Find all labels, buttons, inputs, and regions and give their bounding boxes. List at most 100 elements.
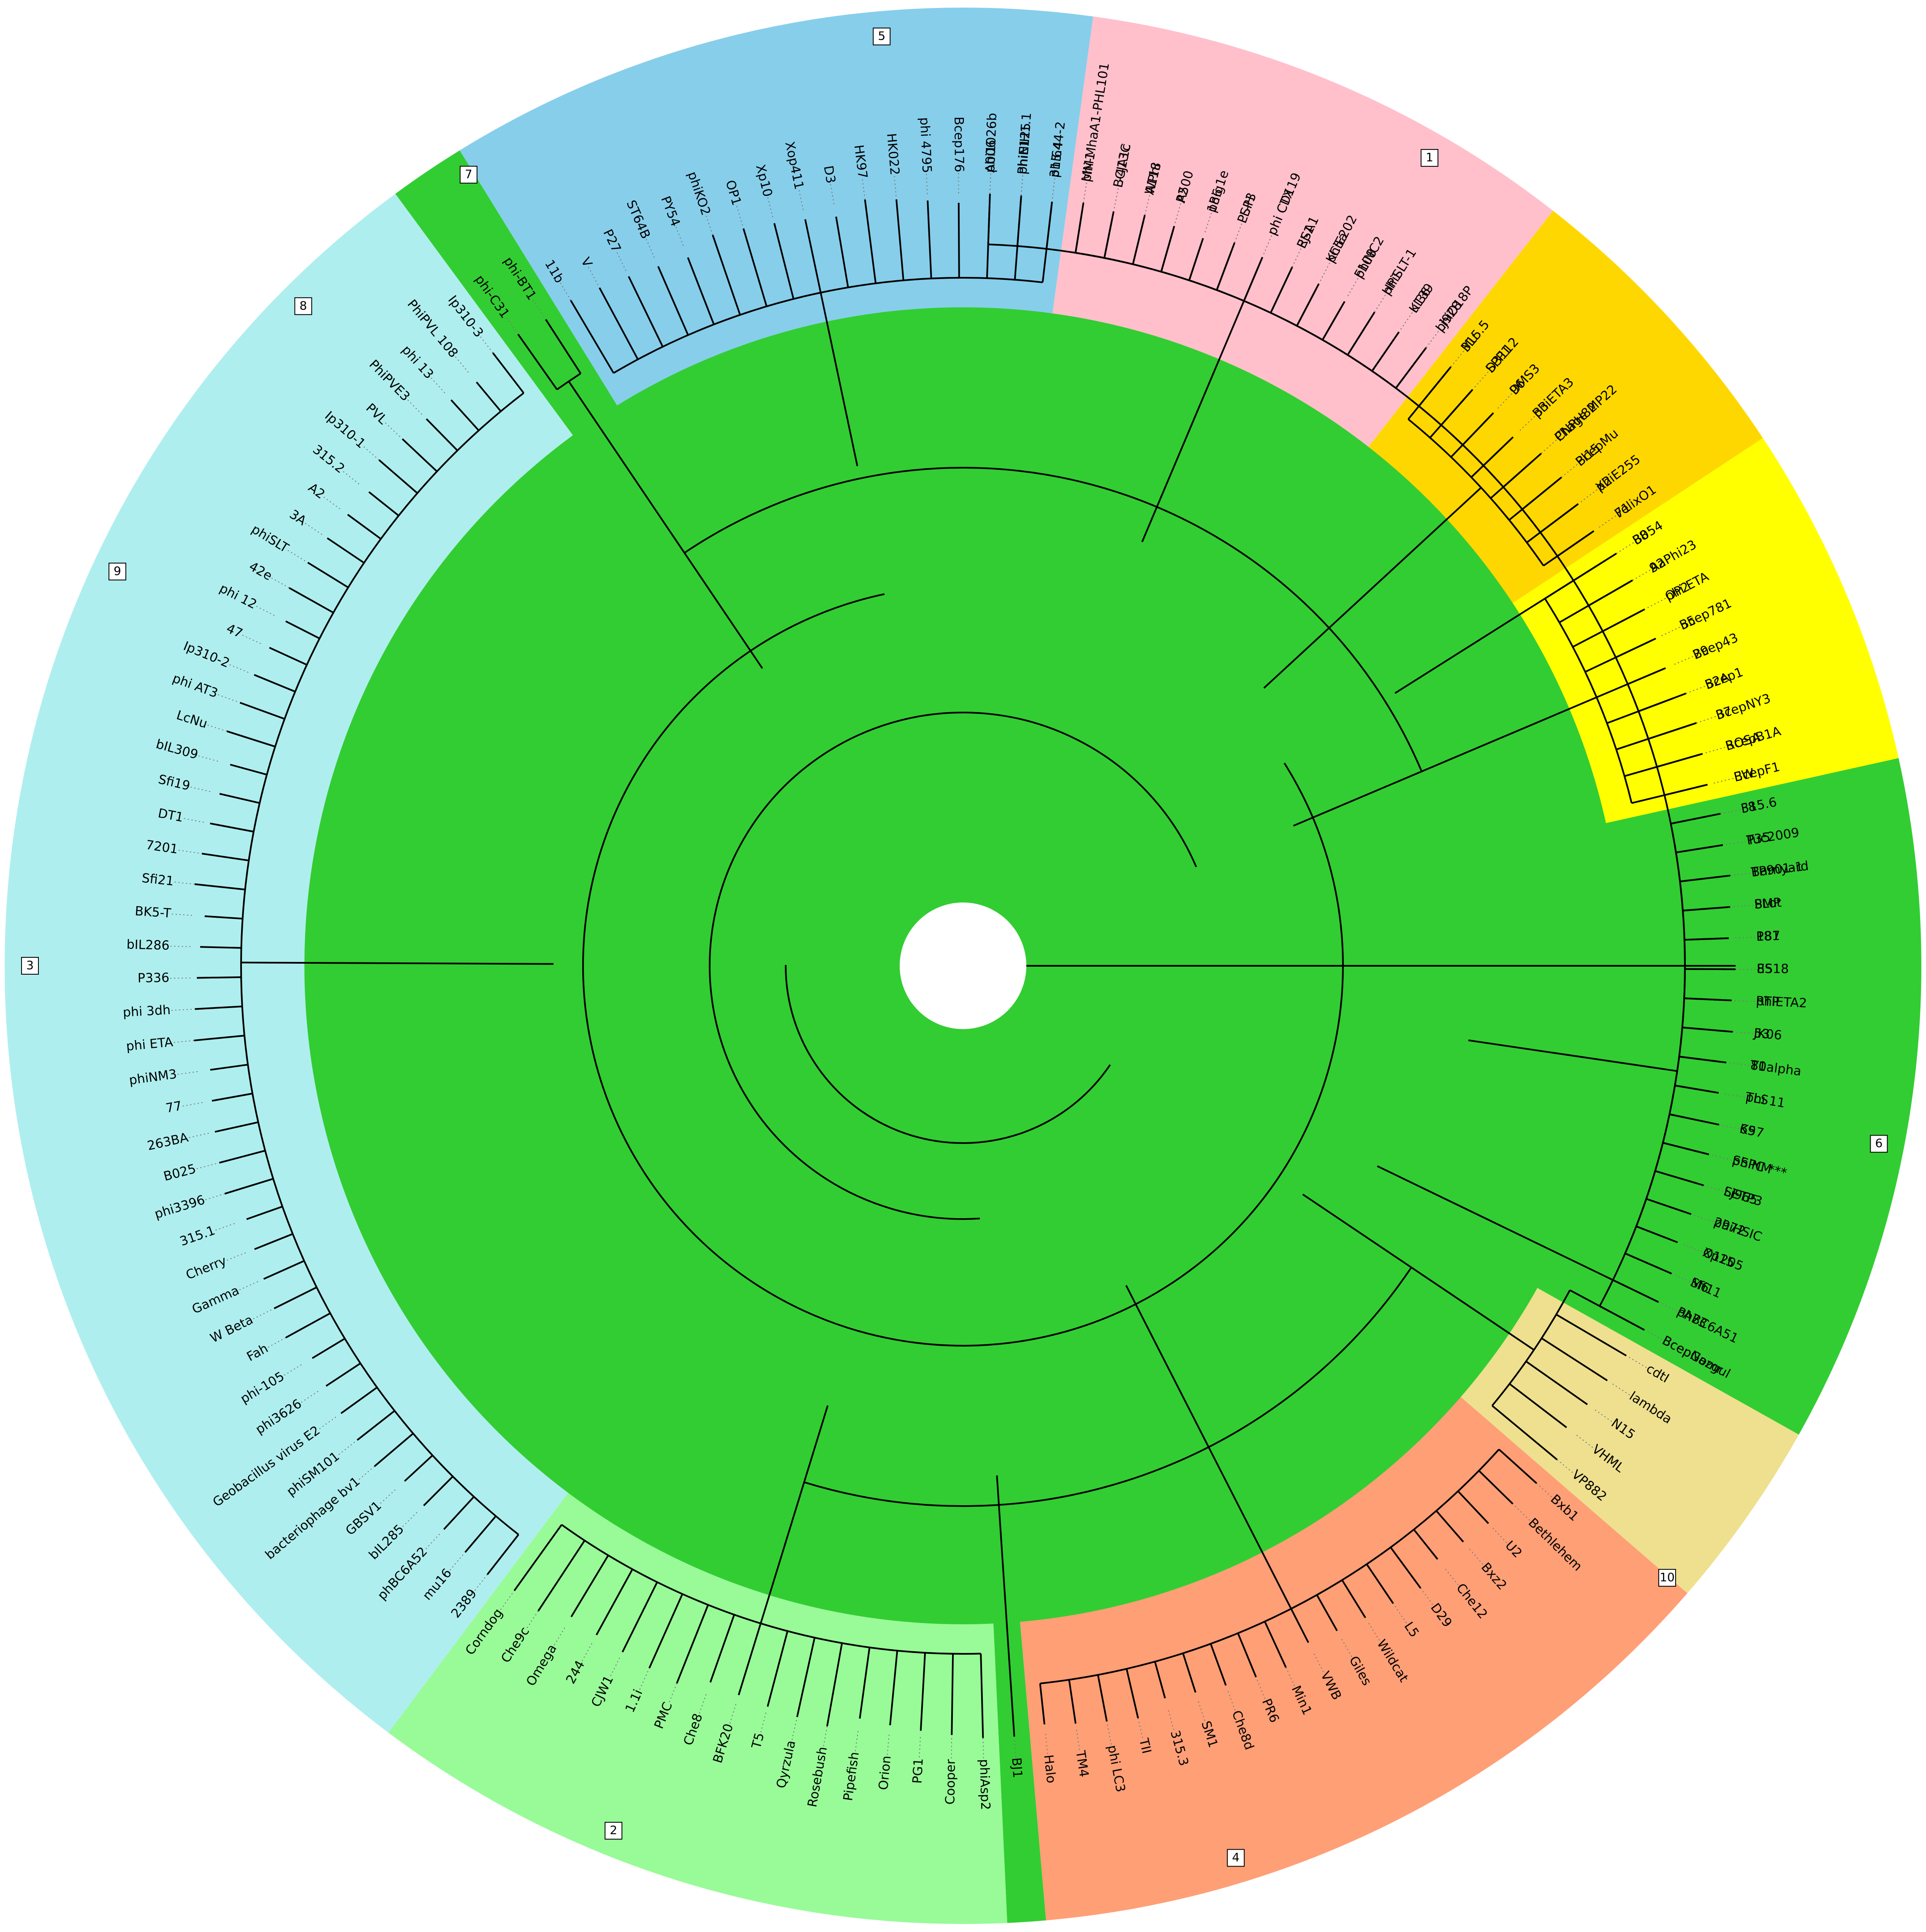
leaf-branch: [1596, 668, 1663, 698]
leaf-branch: [374, 1433, 414, 1467]
leaf-branch: [1526, 503, 1579, 543]
leaf-branch: [1210, 1643, 1227, 1686]
clade-tag-box: [1227, 1849, 1245, 1867]
leaf-branch: [1624, 753, 1700, 777]
leaf-branch: [628, 276, 664, 347]
clade-tag-box: [605, 1822, 623, 1840]
leaf-branch: [443, 1496, 475, 1530]
leaf-label-bk5-t: BK5-T: [134, 904, 172, 921]
leaf-branch: [986, 206, 990, 279]
leaf-branch: [426, 418, 458, 451]
clade-branch-arc: [1491, 1290, 1571, 1406]
leaf-branch: [1126, 1669, 1139, 1718]
tree-center-hole: [900, 902, 1026, 1029]
leaf-branch: [464, 1515, 497, 1553]
leaf-branch: [927, 200, 932, 279]
leaf-branch: [1544, 553, 1617, 599]
leaf-branch: [1413, 1529, 1438, 1560]
leaf-branch: [1290, 1608, 1309, 1643]
clade-stem-branch: [568, 381, 763, 669]
clade-tag-label-7: 7: [465, 167, 472, 181]
leaf-branch: [1154, 1661, 1166, 1699]
leaf-label-phi-4795: phi 4795: [917, 117, 934, 173]
leaf-label-bcep176: Bcep176: [951, 117, 966, 172]
leaf-branch: [1492, 1405, 1558, 1461]
leaf-branch: [486, 1534, 519, 1575]
leaf-branch: [1009, 1669, 1015, 1737]
leaf-branch: [1679, 1056, 1720, 1063]
clade-stem-branch: [1377, 1165, 1598, 1274]
leaf-branch: [1525, 1360, 1588, 1405]
clade-tag-label-10: 10: [1660, 1570, 1675, 1584]
leaf-branch: [738, 1623, 762, 1696]
leaf-branch: [210, 822, 254, 833]
leaf-branch: [1097, 1675, 1108, 1722]
backbone-branch-arc: [582, 593, 1344, 1347]
leaf-branch: [269, 647, 307, 666]
clade-stem-branch: [1468, 1039, 1678, 1072]
leaf-branch: [1684, 938, 1723, 941]
clade-tag-label-9: 9: [114, 564, 121, 578]
clade-stem-branch: [819, 292, 858, 466]
leaf-branch: [687, 257, 715, 325]
leaf-branch: [214, 1121, 259, 1133]
leaf-branch: [201, 853, 249, 862]
leaf-branch: [263, 1260, 305, 1280]
leaf-branch: [621, 1582, 658, 1653]
clade-tag-box: [873, 27, 891, 46]
leaf-branch: [1636, 1225, 1672, 1241]
leaf-branch: [1625, 1252, 1672, 1275]
leaf-branch: [835, 216, 849, 288]
leaf-label-sfi21: Sfi21: [141, 871, 174, 889]
leaf-branch: [246, 1206, 283, 1220]
leaf-branch: [1341, 1580, 1366, 1618]
leaf-branch: [1541, 1337, 1608, 1382]
leaf-branch: [312, 1338, 345, 1359]
clade-tag-label-5: 5: [878, 29, 885, 43]
leaf-branch: [537, 1540, 586, 1612]
leaf-branch: [1216, 242, 1236, 290]
clade-stem-branch: [1302, 1193, 1535, 1351]
leaf-branch: [980, 1653, 984, 1738]
leaf-branch: [545, 319, 582, 374]
leaf-branch: [859, 1647, 871, 1719]
leaf-branch: [1584, 639, 1654, 673]
leaf-branch: [1408, 366, 1452, 420]
leaf-label-phi-3dh: phi 3dh: [122, 1003, 171, 1020]
leaf-branch: [1669, 1113, 1720, 1126]
leaf-branch: [1674, 1084, 1713, 1093]
leaf-branch: [404, 1455, 433, 1482]
leaf-branch: [1014, 195, 1022, 280]
leaf-label-p35: P35: [1746, 830, 1771, 848]
leaf-branch: [1316, 1594, 1338, 1631]
leaf-label-phiasp2: phiAsp2: [977, 1759, 993, 1810]
leaf-branch: [864, 199, 877, 284]
leaf-branch: [648, 1593, 684, 1669]
leaf-branch: [517, 333, 558, 390]
leaf-branch: [1237, 1633, 1257, 1677]
leaf-label-rtp: RTP: [1755, 994, 1780, 1009]
leaf-branch: [1103, 211, 1115, 258]
leaf-label-187: 187: [1756, 929, 1780, 944]
leaf-label-p81: P81: [1756, 929, 1780, 944]
leaf-branch: [1042, 201, 1053, 283]
clade-tag-box: [1870, 1135, 1888, 1153]
leaf-branch: [676, 1604, 709, 1684]
leaf-label-pg1: PG1: [910, 1758, 926, 1784]
leaf-branch: [200, 946, 241, 949]
leaf-branch: [1606, 692, 1687, 724]
leaf-branch: [326, 1363, 361, 1387]
clade-tag-label-6: 6: [1875, 1136, 1883, 1150]
leaf-branch: [1612, 1279, 1656, 1302]
clade-tag-box: [1658, 1569, 1676, 1587]
leaf-branch: [212, 1092, 253, 1102]
leaf-branch: [1676, 844, 1723, 854]
leaf-label-jk06: JK06: [1752, 1026, 1782, 1043]
leaf-branch: [450, 399, 480, 431]
leaf-branch: [1429, 389, 1473, 439]
leaf-branch: [226, 730, 276, 748]
leaf-label-t1: T1: [1749, 1058, 1767, 1075]
clade-stem-branch: [1293, 696, 1597, 827]
